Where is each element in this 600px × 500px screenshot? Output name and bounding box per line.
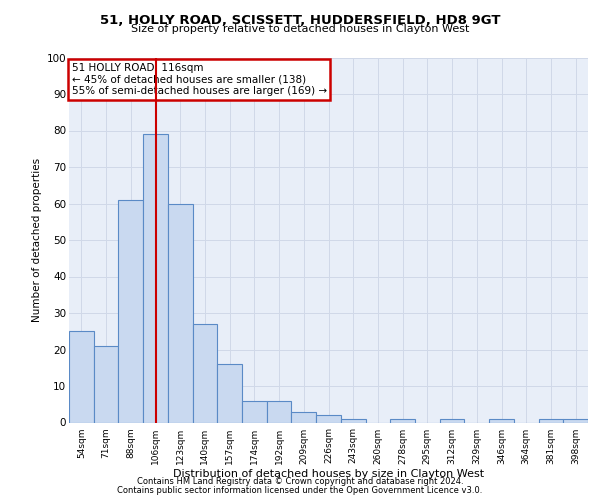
Text: Contains public sector information licensed under the Open Government Licence v3: Contains public sector information licen… <box>118 486 482 495</box>
Bar <box>292 412 316 422</box>
Bar <box>193 324 217 422</box>
Bar <box>316 415 341 422</box>
Bar <box>539 419 563 422</box>
Bar <box>168 204 193 422</box>
Bar <box>242 400 267 422</box>
Bar <box>94 346 118 422</box>
Bar <box>341 419 365 422</box>
Bar <box>217 364 242 422</box>
Bar <box>390 419 415 422</box>
Bar <box>143 134 168 422</box>
Bar <box>69 331 94 422</box>
Bar <box>489 419 514 422</box>
Bar <box>267 400 292 422</box>
Text: 51, HOLLY ROAD, SCISSETT, HUDDERSFIELD, HD8 9GT: 51, HOLLY ROAD, SCISSETT, HUDDERSFIELD, … <box>100 14 500 27</box>
Y-axis label: Number of detached properties: Number of detached properties <box>32 158 43 322</box>
Text: Contains HM Land Registry data © Crown copyright and database right 2024.: Contains HM Land Registry data © Crown c… <box>137 477 463 486</box>
Text: Size of property relative to detached houses in Clayton West: Size of property relative to detached ho… <box>131 24 469 34</box>
X-axis label: Distribution of detached houses by size in Clayton West: Distribution of detached houses by size … <box>173 470 484 480</box>
Bar <box>563 419 588 422</box>
Bar <box>440 419 464 422</box>
Text: 51 HOLLY ROAD: 116sqm
← 45% of detached houses are smaller (138)
55% of semi-det: 51 HOLLY ROAD: 116sqm ← 45% of detached … <box>71 63 327 96</box>
Bar <box>118 200 143 422</box>
